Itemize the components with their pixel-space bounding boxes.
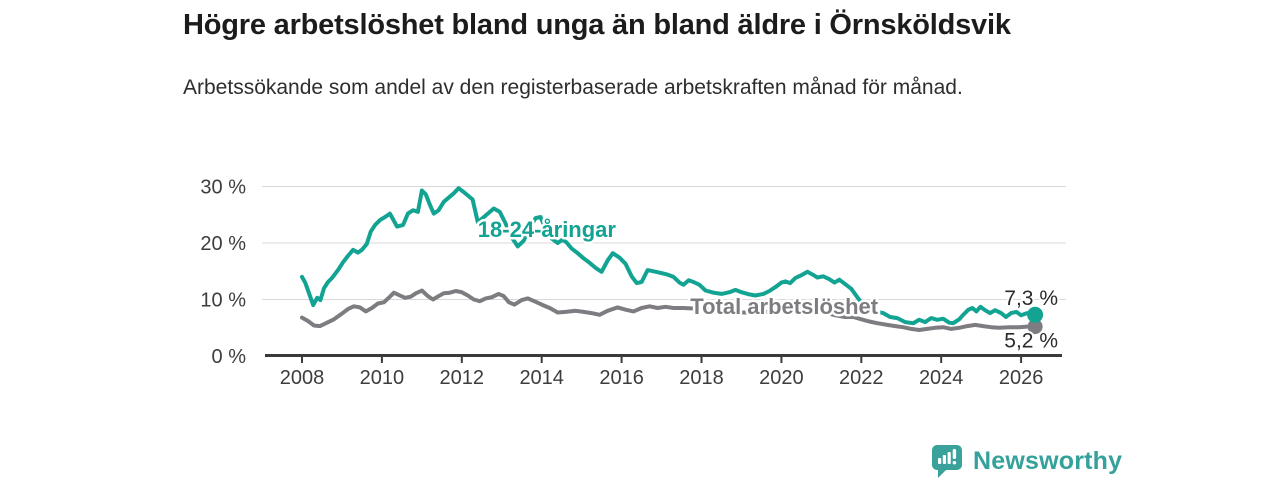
chart-title: Högre arbetslöshet bland unga än bland ä… — [183, 9, 1011, 41]
brand-name: Newsworthy — [973, 446, 1123, 475]
y-axis-label: 20 % — [200, 233, 246, 255]
chart-subtitle: Arbetssökande som andel av den registerb… — [183, 76, 963, 99]
gridlines — [262, 186, 1066, 300]
series-line-total-arbetsl-shet — [300, 288, 1038, 332]
series-lines — [300, 186, 1038, 332]
x-axis-ticks — [301, 356, 1023, 363]
series-annotations: Total arbetslöshet 5,2 % 18-24-åringar 7,3 … — [475, 215, 1060, 355]
newsworthy-brand-link[interactable]: Newsworthy — [931, 443, 1122, 479]
series-line-18-24-ringar — [300, 186, 1038, 326]
x-axis-labels: 2008 2010 2012 2014 2016 2018 2020 2022 2024 2026 — [280, 367, 1044, 389]
series-end-dot — [1027, 319, 1043, 335]
x-axis-label: 2010 — [360, 367, 405, 389]
x-axis-label: 2012 — [440, 367, 485, 389]
x-axis-label: 2026 — [999, 367, 1044, 389]
x-axis-label: 2024 — [919, 367, 964, 389]
y-axis-label: 30 % — [200, 177, 246, 199]
series-end-dot — [1027, 306, 1044, 323]
x-axis-label: 2018 — [679, 367, 724, 389]
x-axis-label: 2014 — [519, 367, 564, 389]
series-label: Total arbetslöshet — [690, 294, 879, 319]
y-axis-label: 0 % — [212, 346, 247, 368]
x-axis-label: 2016 — [599, 367, 644, 389]
series-end-value-label: 5,2 % — [1004, 330, 1058, 353]
x-axis-label: 2008 — [280, 367, 325, 389]
x-axis-label: 2022 — [839, 367, 884, 389]
y-axis-labels: 0 % 10 % 20 % 30 % — [200, 177, 246, 369]
x-axis-label: 2020 — [759, 367, 804, 389]
newsworthy-logo-icon — [932, 444, 962, 478]
y-axis-label: 10 % — [200, 290, 246, 312]
series-end-value-label: 7,3 % — [1004, 287, 1058, 310]
series-label: 18-24-åringar — [478, 217, 617, 242]
series-end-dots — [1027, 306, 1044, 335]
